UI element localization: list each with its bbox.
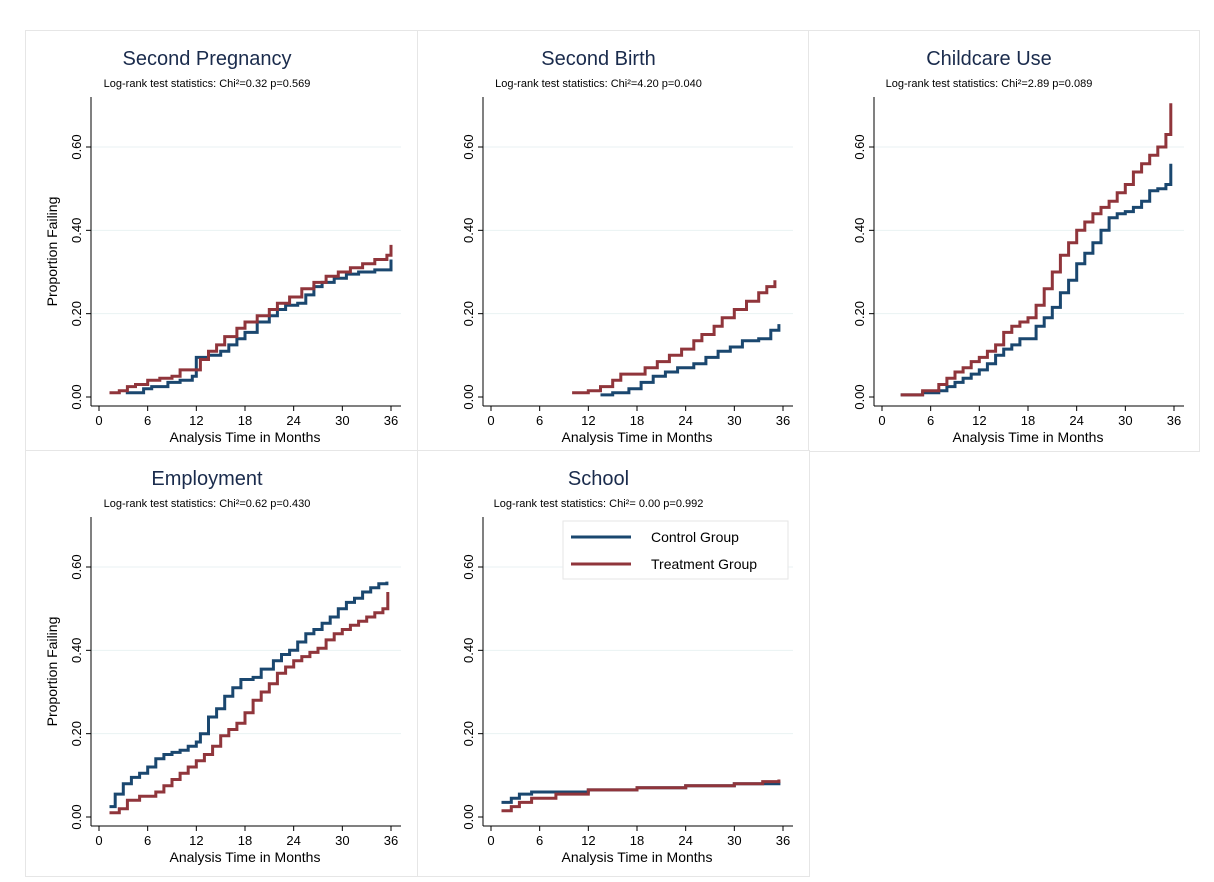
y-tick-label: 0.40 <box>852 218 867 243</box>
legend-box <box>562 520 789 580</box>
y-tick-label: 0.40 <box>69 218 84 243</box>
y-tick-label: 0.20 <box>461 721 476 746</box>
y-tick-label: 0.60 <box>461 134 476 159</box>
x-tick-label: 36 <box>776 413 790 428</box>
chart-title: Childcare Use <box>926 48 1052 70</box>
y-tick-label: 0.20 <box>69 721 84 746</box>
subplot-panel: School Log-rank test statistics: Chi²= 0.… <box>417 450 810 877</box>
x-tick-label: 36 <box>384 413 398 428</box>
x-tick-label: 18 <box>238 833 252 848</box>
treatment-group-line <box>109 592 390 815</box>
y-tick-label: 0.20 <box>852 301 867 326</box>
chart-subtitle: Log-rank test statistics: Chi²=0.62 p=0.… <box>104 498 311 510</box>
legend-label: Treatment Group <box>651 556 757 572</box>
x-tick-label: 24 <box>678 413 692 428</box>
x-tick-label: 6 <box>536 833 543 848</box>
x-tick-label: 18 <box>630 833 644 848</box>
control-group-line <box>125 259 393 395</box>
subplot-panel: Childcare Use Log-rank test statistics: C… <box>808 30 1200 452</box>
x-tick-label: 0 <box>487 413 494 428</box>
x-tick-label: 18 <box>630 413 644 428</box>
chart-title: School <box>568 468 629 490</box>
x-tick-label: 12 <box>581 833 595 848</box>
legend-label: Control Group <box>651 529 739 545</box>
control-group-line <box>600 324 781 397</box>
chart-subtitle: Log-rank test statistics: Chi²=0.32 p=0.… <box>104 78 311 90</box>
y-tick-label: 0.00 <box>852 384 867 409</box>
x-tick-label: 30 <box>727 413 741 428</box>
y-tick-label: 0.00 <box>69 804 84 829</box>
x-tick-label: 30 <box>335 413 349 428</box>
y-tick-label: 0.00 <box>461 804 476 829</box>
subplot-svg: School Log-rank test statistics: Chi²= 0.… <box>461 468 793 865</box>
treatment-group-line <box>900 103 1173 397</box>
x-tick-label: 6 <box>927 413 934 428</box>
subplot-svg: Second Birth Log-rank test statistics: Ch… <box>461 48 793 445</box>
chart-subtitle: Log-rank test statistics: Chi²= 0.00 p=0… <box>494 498 704 510</box>
y-tick-label: 0.40 <box>461 218 476 243</box>
chart-title: Second Birth <box>541 48 656 70</box>
subplot-panel: Second Pregnancy Log-rank test statistics… <box>25 30 419 452</box>
x-tick-label: 30 <box>1118 413 1132 428</box>
y-tick-label: 0.60 <box>69 134 84 159</box>
x-tick-label: 12 <box>581 413 595 428</box>
x-tick-label: 18 <box>238 413 252 428</box>
y-tick-label: 0.00 <box>461 384 476 409</box>
x-axis-label: Analysis Time in Months <box>953 429 1104 445</box>
x-tick-label: 0 <box>487 833 494 848</box>
x-tick-label: 24 <box>678 833 692 848</box>
y-tick-label: 0.00 <box>69 384 84 409</box>
x-tick-label: 12 <box>972 413 986 428</box>
subplot-panel: Employment Log-rank test statistics: Chi²… <box>25 450 419 877</box>
x-tick-label: 12 <box>189 833 203 848</box>
subplot-svg: Second Pregnancy Log-rank test statistics… <box>44 48 401 445</box>
y-tick-label: 0.40 <box>461 638 476 663</box>
y-tick-label: 0.20 <box>461 301 476 326</box>
x-tick-label: 30 <box>335 833 349 848</box>
x-tick-label: 0 <box>95 833 102 848</box>
x-tick-label: 24 <box>1069 413 1083 428</box>
x-tick-label: 30 <box>727 833 741 848</box>
x-tick-label: 12 <box>189 413 203 428</box>
control-group-line <box>900 163 1173 397</box>
x-tick-label: 24 <box>286 833 300 848</box>
control-group-line <box>109 581 389 809</box>
x-tick-label: 36 <box>776 833 790 848</box>
treatment-group-line <box>501 779 781 813</box>
y-axis-label: Proportion Failing <box>44 617 60 727</box>
x-tick-label: 18 <box>1021 413 1035 428</box>
x-axis-label: Analysis Time in Months <box>562 429 713 445</box>
x-axis-label: Analysis Time in Months <box>170 429 321 445</box>
x-tick-label: 0 <box>95 413 102 428</box>
chart-subtitle: Log-rank test statistics: Chi²=2.89 p=0.… <box>886 78 1093 90</box>
x-tick-label: 0 <box>878 413 885 428</box>
y-tick-label: 0.40 <box>69 638 84 663</box>
y-axis-label: Proportion Failing <box>44 197 60 307</box>
subplot-svg: Childcare Use Log-rank test statistics: C… <box>852 48 1184 445</box>
chart-subtitle: Log-rank test statistics: Chi²=4.20 p=0.… <box>495 78 702 90</box>
x-tick-label: 6 <box>144 413 151 428</box>
y-tick-label: 0.60 <box>69 554 84 579</box>
y-tick-label: 0.60 <box>461 554 476 579</box>
x-tick-label: 24 <box>286 413 300 428</box>
y-tick-label: 0.20 <box>69 301 84 326</box>
chart-title: Employment <box>151 468 263 490</box>
x-tick-label: 6 <box>536 413 543 428</box>
treatment-group-line <box>572 280 777 395</box>
chart-title: Second Pregnancy <box>122 48 291 70</box>
x-tick-label: 36 <box>1167 413 1181 428</box>
subplot-svg: Employment Log-rank test statistics: Chi²… <box>44 468 401 865</box>
treatment-group-line <box>109 244 393 395</box>
y-tick-label: 0.60 <box>852 134 867 159</box>
x-tick-label: 36 <box>384 833 398 848</box>
x-axis-label: Analysis Time in Months <box>562 849 713 865</box>
subplot-panel: Second Birth Log-rank test statistics: Ch… <box>417 30 810 452</box>
x-tick-label: 6 <box>144 833 151 848</box>
x-axis-label: Analysis Time in Months <box>170 849 321 865</box>
